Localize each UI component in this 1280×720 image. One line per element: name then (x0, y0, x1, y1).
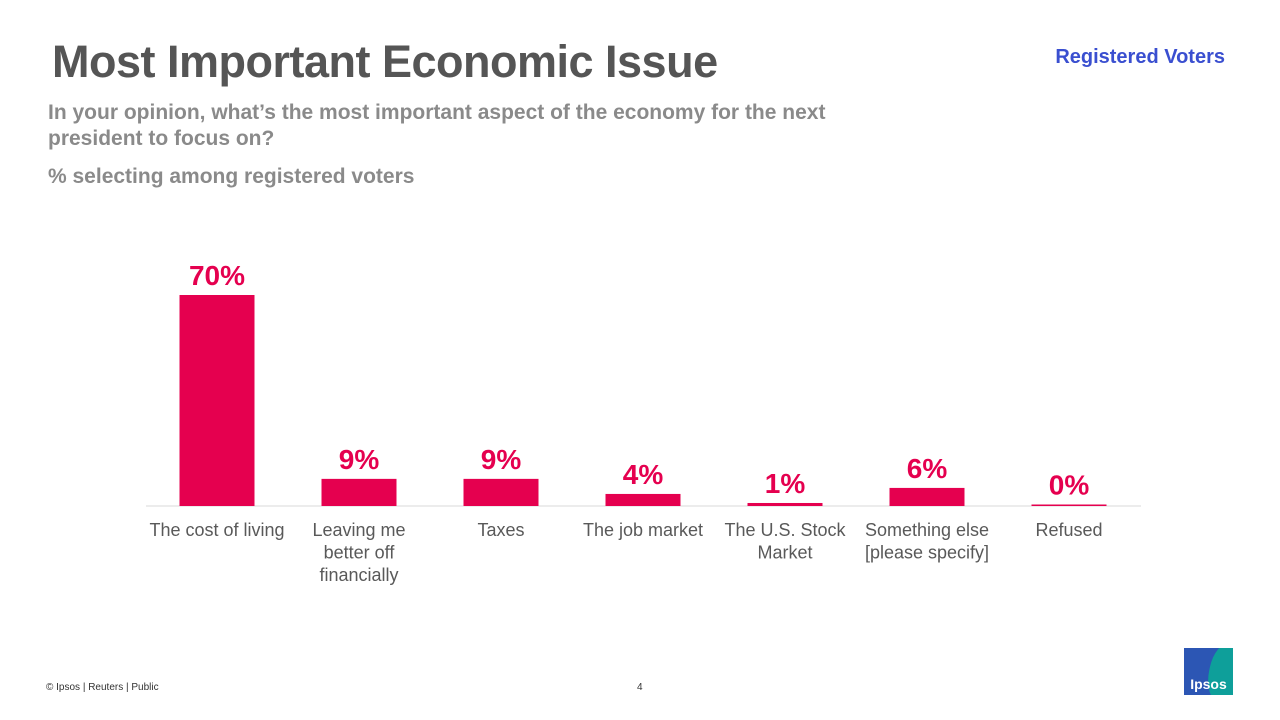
audience-label: Registered Voters (1055, 46, 1225, 68)
category-label: Refused (1035, 520, 1102, 540)
data-label: 70% (189, 260, 245, 291)
bar (463, 478, 539, 506)
bar (179, 295, 255, 506)
bar (889, 487, 965, 506)
category-label: The job market (583, 520, 703, 540)
bar (605, 493, 681, 506)
data-label: 4% (623, 459, 664, 490)
category-label: Something else [please specify] (865, 520, 989, 563)
bar-chart: 70% The cost of living 9% Leaving me better … (146, 260, 1141, 585)
logo-text: Ipsos (1190, 676, 1227, 692)
bar (747, 502, 823, 506)
survey-question: In your opinion, what’s the most importa… (48, 101, 826, 150)
data-label: 6% (907, 453, 948, 484)
bar (1031, 504, 1107, 506)
category-label: The U.S. Stock Market (724, 520, 846, 563)
page-title: Most Important Economic Issue (52, 36, 718, 87)
footer-copyright: © Ipsos | Reuters | Public (46, 682, 159, 693)
data-label: 9% (339, 444, 380, 475)
category-label: Leaving me better off financially (312, 520, 405, 585)
chart-subtitle: % selecting among registered voters (48, 165, 415, 188)
page-number: 4 (637, 682, 643, 693)
bar (321, 478, 397, 506)
data-label: 9% (481, 444, 522, 475)
ipsos-logo: Ipsos (1184, 648, 1233, 695)
data-label: 1% (765, 468, 806, 499)
category-label: The cost of living (149, 520, 284, 540)
category-label: Taxes (477, 520, 524, 540)
data-label: 0% (1049, 470, 1090, 501)
